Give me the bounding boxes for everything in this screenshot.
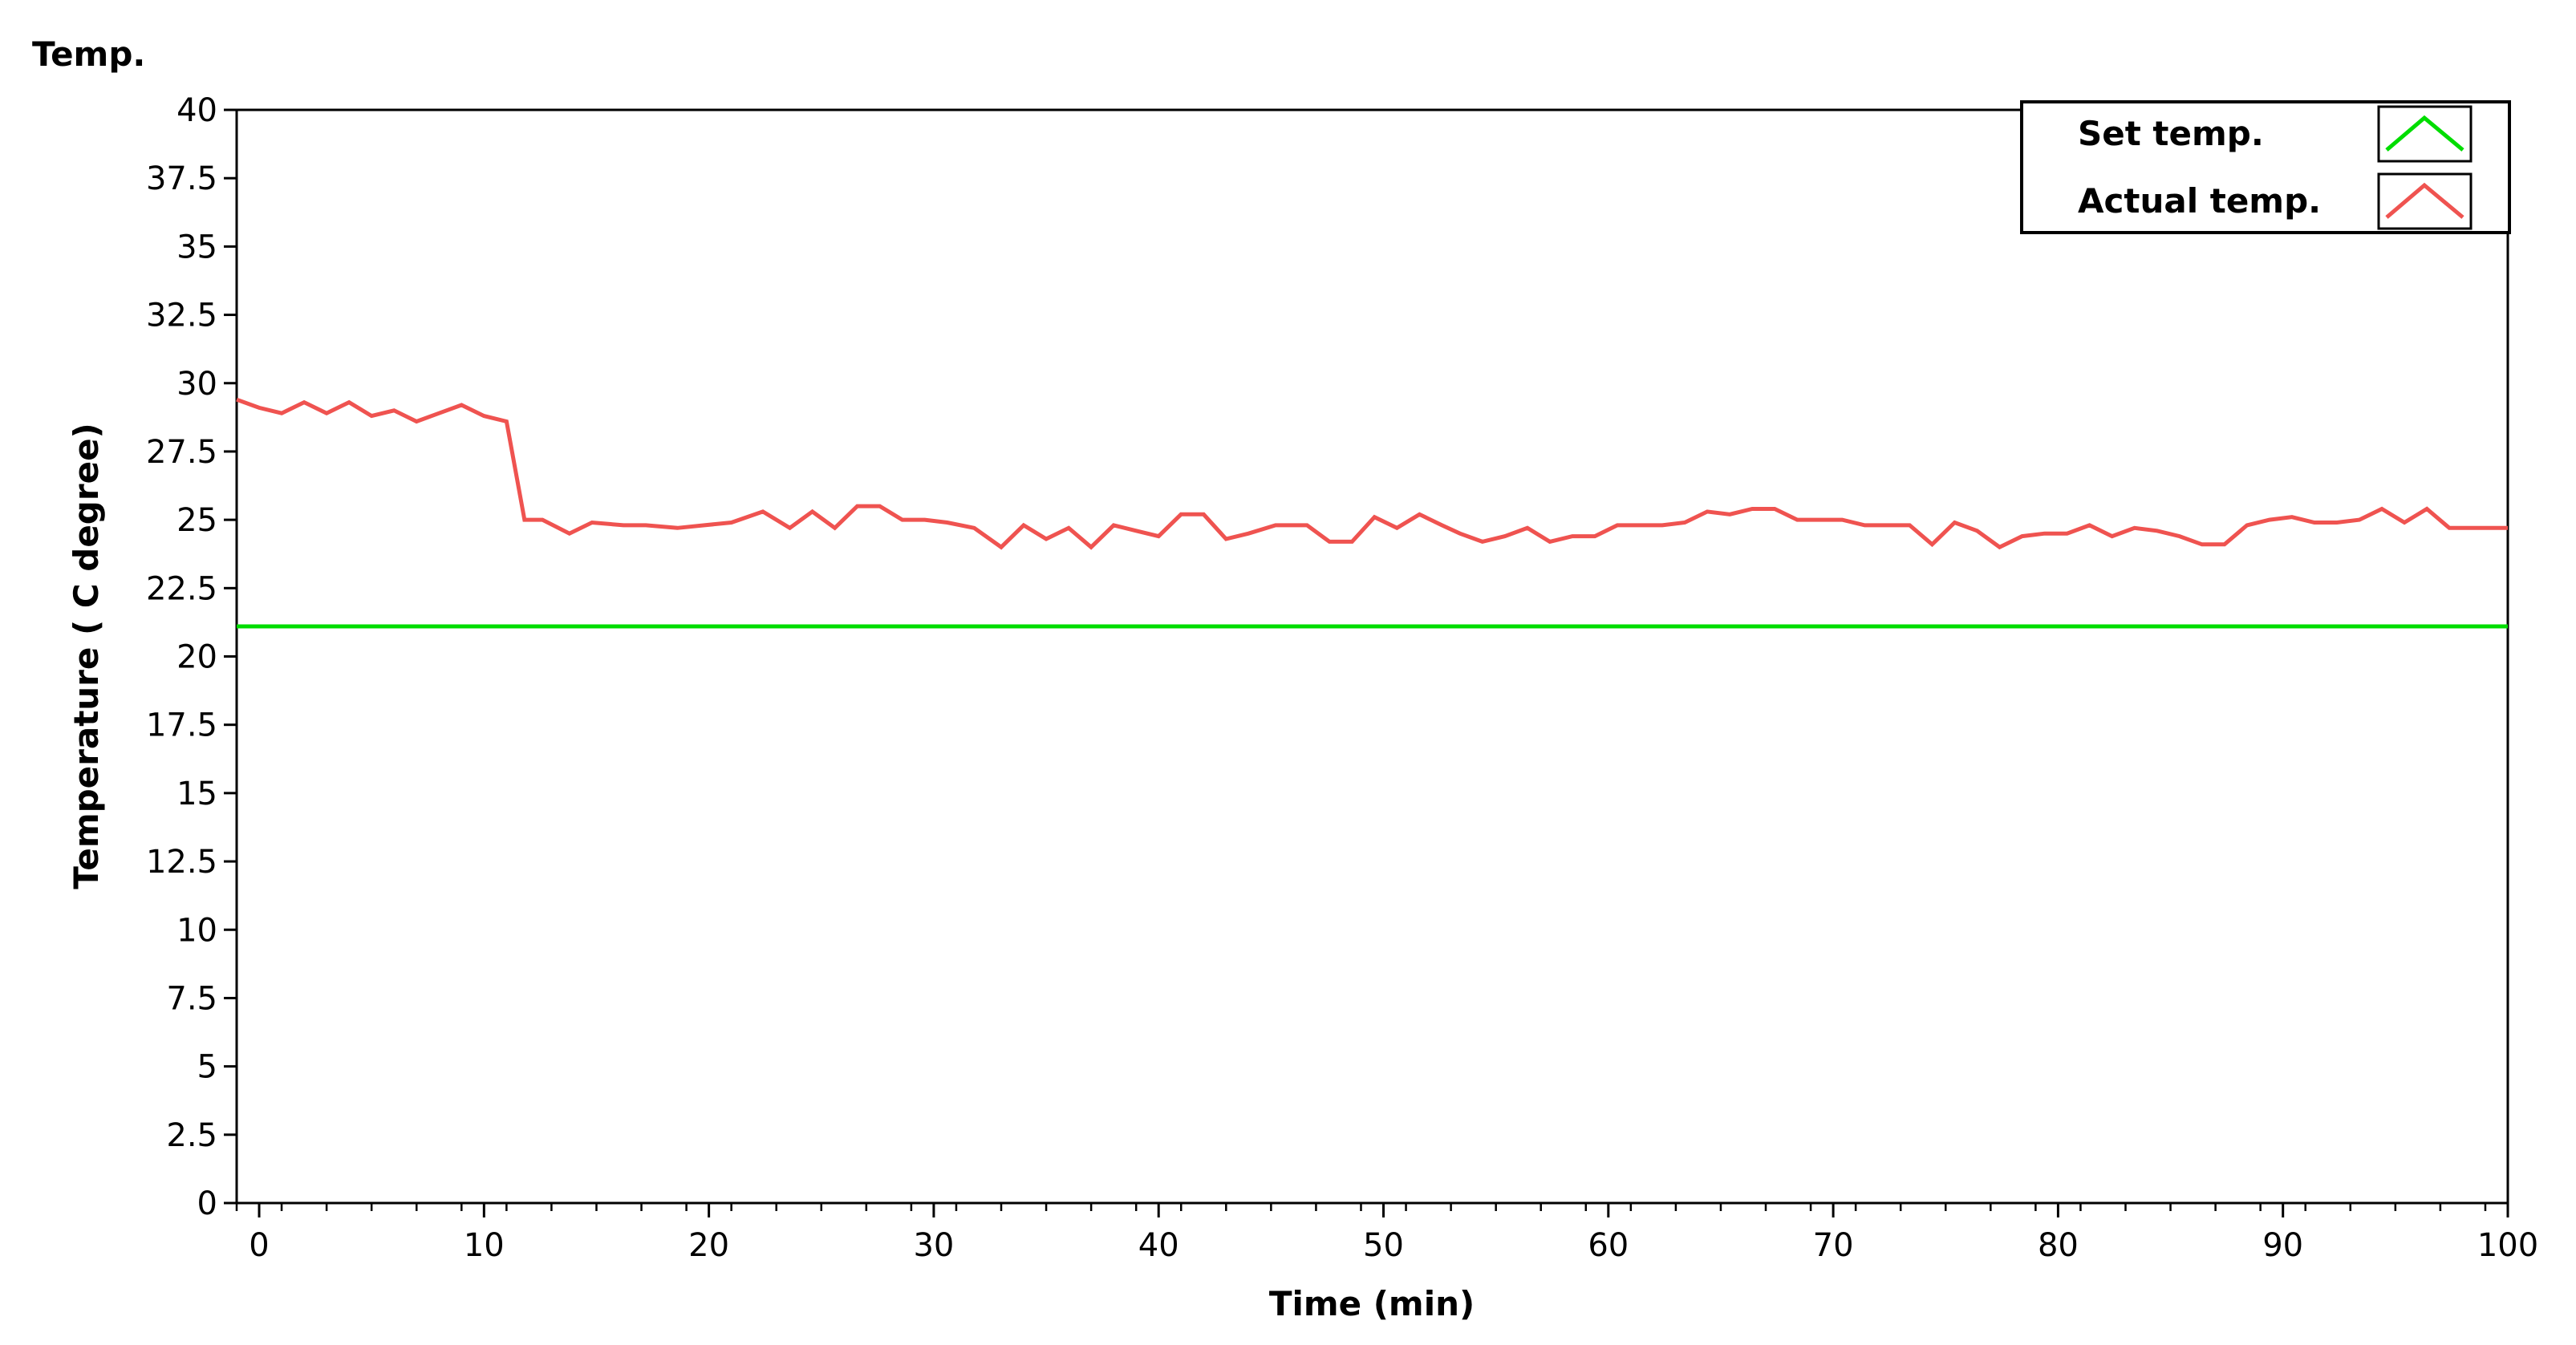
x-tick-label: 30 [913, 1227, 954, 1264]
y-tick-label: 17.5 [146, 707, 217, 744]
x-tick-label: 50 [1363, 1227, 1404, 1264]
legend-label-actual-temp: Actual temp. [2078, 181, 2321, 221]
x-tick-label: 90 [2262, 1227, 2303, 1264]
y-tick-label: 7.5 [166, 980, 217, 1017]
y-tick-label: 40 [176, 92, 217, 129]
x-axis-label: Time (min) [1269, 1284, 1475, 1323]
x-tick-label: 80 [2038, 1227, 2079, 1264]
x-tick-label: 10 [464, 1227, 505, 1264]
y-tick-label: 30 [176, 366, 217, 403]
series-line-actual-temp [236, 397, 2508, 550]
y-tick-label: 37.5 [146, 160, 217, 197]
y-tick-label: 35 [176, 229, 217, 265]
y-tick-label: 25 [176, 502, 217, 539]
x-tick-label: 40 [1138, 1227, 1179, 1264]
legend: Set temp. Actual temp. [2020, 100, 2511, 234]
series-layer [236, 397, 2508, 629]
y-tick-label: 22.5 [146, 570, 217, 607]
legend-swatch-line [2385, 182, 2464, 219]
y-axis-label: Temperature ( C degree) [67, 423, 106, 889]
y-tick-label: 12.5 [146, 844, 217, 881]
y-tick-label: 27.5 [146, 434, 217, 471]
plot-area [235, 108, 2509, 1205]
y-tick-label: 2.5 [166, 1117, 217, 1154]
x-tick-label: 100 [2477, 1227, 2538, 1264]
x-tick-label: 70 [1813, 1227, 1854, 1264]
legend-label-set-temp: Set temp. [2078, 114, 2264, 153]
x-tick-label: 20 [688, 1227, 729, 1264]
y-tick-label: 0 [197, 1185, 217, 1222]
legend-swatch-line [2385, 115, 2464, 152]
y-tick-label: 32.5 [146, 298, 217, 334]
x-tick-label: 0 [249, 1227, 269, 1264]
x-tick-label: 60 [1588, 1227, 1629, 1264]
y-tick-label: 15 [176, 776, 217, 812]
chart-title: Temp. [32, 34, 145, 74]
x-axis: 0 10 20 30 40 50 60 70 80 90 100 [235, 1203, 2538, 1264]
y-tick-label: 5 [197, 1049, 217, 1086]
legend-swatch-box [2377, 105, 2473, 163]
y-axis: 0 2.5 5 7.5 10 12.5 15 17.5 20 22.5 25 27.5 30 32.5 35… [146, 92, 237, 1222]
y-tick-label: 10 [176, 912, 217, 949]
y-tick-label: 20 [176, 639, 217, 676]
legend-swatch-box [2377, 172, 2473, 230]
